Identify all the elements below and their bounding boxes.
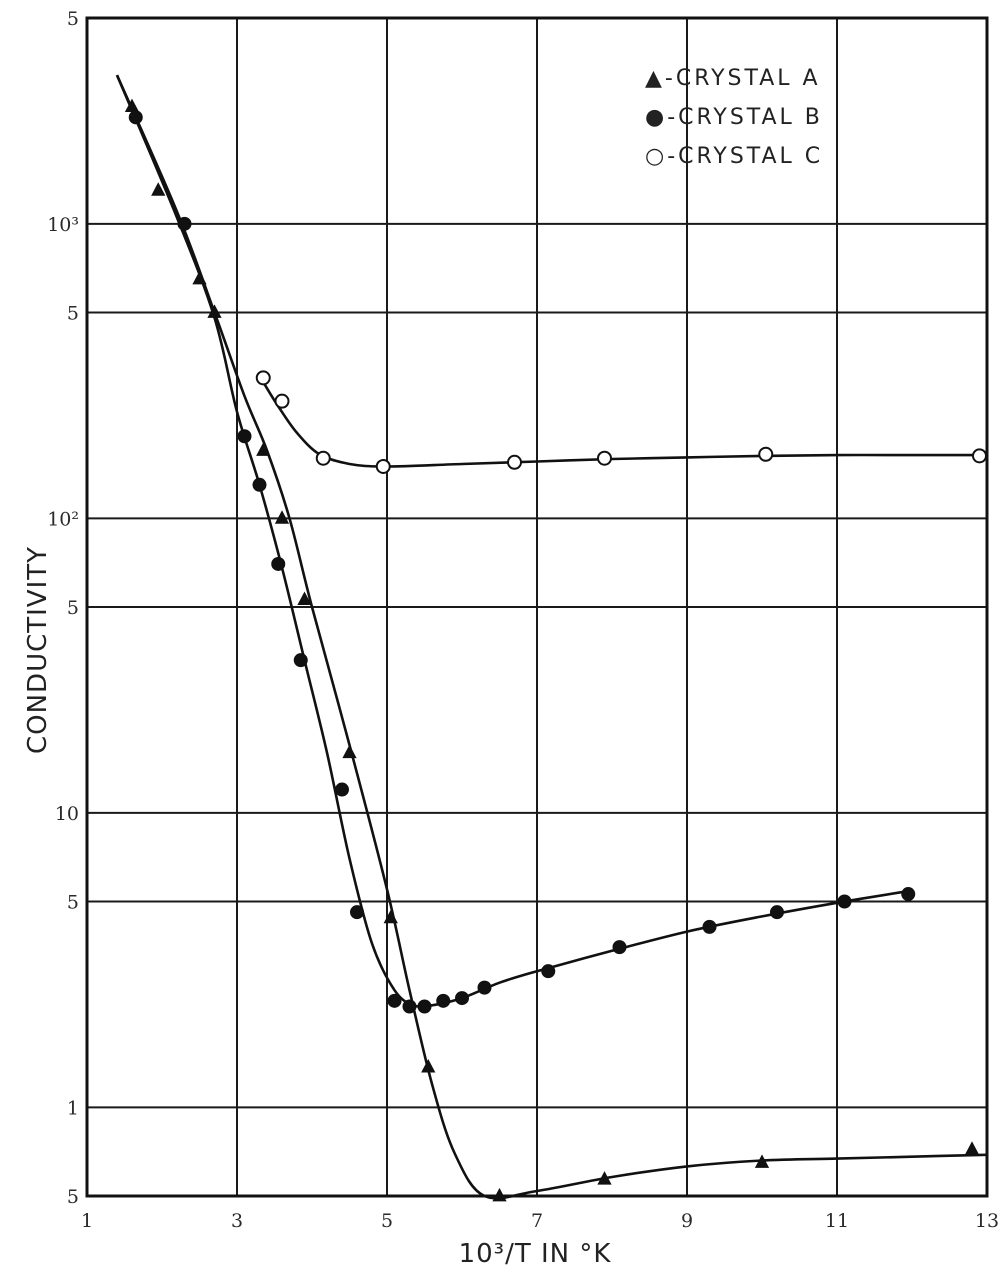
- point-crystal-b: [271, 556, 286, 571]
- y-tick-label: 5: [67, 892, 79, 914]
- x-tick-label: 3: [231, 1210, 243, 1232]
- point-crystal-a: [964, 1141, 980, 1155]
- y-tick-label: 5: [67, 8, 79, 30]
- y-tick-label: 1: [67, 1097, 79, 1119]
- point-crystal-b: [436, 993, 451, 1008]
- point-crystal-b: [702, 919, 717, 934]
- y-tick-label: 5: [67, 303, 79, 325]
- x-tick-label: 5: [381, 1210, 393, 1232]
- x-tick-label: 7: [531, 1210, 543, 1232]
- curve-crystal-a: [115, 74, 988, 1200]
- legend-entry-crystal-b: ●-CRYSTAL B: [645, 105, 823, 130]
- point-crystal-a: [754, 1154, 770, 1168]
- point-crystal-b: [350, 905, 364, 920]
- point-crystal-c: [255, 370, 271, 386]
- point-crystal-b: [128, 110, 143, 125]
- point-crystal-b: [541, 964, 556, 979]
- point-crystal-b: [387, 993, 402, 1008]
- y-axis-title: CONDUCTIVITY: [23, 546, 53, 754]
- point-crystal-a: [297, 591, 312, 605]
- point-crystal-b: [837, 894, 852, 909]
- y-tick-label: 10³: [47, 214, 79, 236]
- point-crystal-a: [597, 1171, 612, 1185]
- point-crystal-b: [477, 980, 492, 995]
- x-tick-label: 11: [825, 1210, 849, 1232]
- y-tick-label: 10²: [47, 508, 79, 530]
- point-crystal-c: [972, 448, 987, 464]
- point-crystal-b: [770, 905, 784, 920]
- y-tick-label: 5: [67, 597, 79, 619]
- point-crystal-b: [417, 999, 432, 1014]
- legend: ▲-CRYSTAL A ●-CRYSTAL B ○-CRYSTAL C: [645, 66, 823, 169]
- point-crystal-b: [177, 216, 192, 231]
- data-markers: [124, 98, 987, 1202]
- point-crystal-c: [597, 450, 612, 466]
- point-crystal-a: [342, 744, 357, 759]
- point-crystal-c: [758, 446, 774, 462]
- point-crystal-b: [901, 887, 916, 902]
- point-crystal-c: [274, 393, 290, 409]
- point-crystal-b: [402, 999, 417, 1014]
- fit-curves: [115, 74, 988, 1200]
- x-tick-label: 1: [81, 1210, 93, 1232]
- curve-crystal-c: [262, 381, 987, 468]
- legend-entry-crystal-c: ○-CRYSTAL C: [645, 144, 823, 169]
- x-tick-label: 13: [975, 1210, 999, 1232]
- point-crystal-b: [455, 991, 469, 1006]
- point-crystal-b: [252, 477, 267, 492]
- point-crystal-a: [192, 270, 207, 285]
- point-crystal-a: [421, 1059, 436, 1073]
- grid: [86, 17, 988, 1197]
- point-crystal-a: [274, 510, 290, 524]
- point-crystal-c: [375, 458, 391, 474]
- legend-entry-crystal-a: ▲-CRYSTAL A: [645, 66, 821, 91]
- point-crystal-a: [256, 442, 271, 456]
- point-crystal-b: [335, 782, 349, 797]
- curve-crystal-b: [115, 74, 905, 1009]
- point-crystal-a: [207, 304, 222, 318]
- plot-frame: [85, 16, 989, 1198]
- y-tick-label: 5: [67, 1186, 79, 1208]
- point-crystal-b: [293, 653, 308, 668]
- point-crystal-a: [383, 909, 398, 924]
- point-crystal-b: [237, 429, 252, 444]
- x-axis-title: 10³/T IN °K: [459, 1239, 612, 1269]
- x-tick-label: 9: [681, 1210, 693, 1232]
- point-crystal-c: [507, 454, 522, 470]
- point-crystal-a: [151, 182, 166, 196]
- point-crystal-b: [612, 940, 627, 955]
- point-crystal-c: [315, 450, 331, 466]
- y-tick-label: 10: [55, 803, 79, 825]
